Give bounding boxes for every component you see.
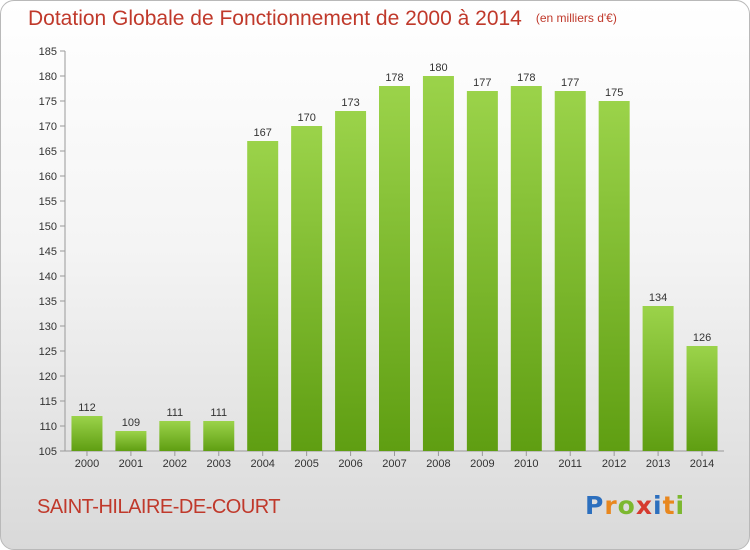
- bar: [335, 111, 367, 451]
- x-tick-label: 2002: [163, 458, 187, 470]
- data-label: 109: [122, 417, 140, 429]
- data-label: 126: [693, 332, 711, 344]
- data-label: 180: [429, 62, 447, 74]
- logo-letter: x: [635, 491, 653, 520]
- logo-letter: P: [585, 491, 605, 520]
- data-label: 178: [517, 72, 535, 84]
- y-tick-label: 160: [39, 171, 57, 183]
- chart-unit-label: (en milliers d'€): [535, 11, 617, 25]
- y-tick-label: 135: [39, 296, 57, 308]
- bar: [466, 91, 498, 451]
- x-tick-label: 2001: [119, 458, 143, 470]
- x-tick-label: 2012: [602, 458, 626, 470]
- logo-letter: i: [675, 491, 686, 520]
- y-tick-label: 115: [39, 396, 57, 408]
- data-label: 178: [385, 72, 403, 84]
- y-tick-label: 140: [39, 271, 57, 283]
- bar: [159, 421, 191, 451]
- x-tick-label: 2005: [294, 458, 318, 470]
- commune-name: SAINT-HILAIRE-DE-COURT: [37, 496, 281, 518]
- y-tick-label: 130: [39, 321, 57, 333]
- x-tick-label: 2004: [250, 458, 274, 470]
- y-tick-label: 145: [39, 246, 57, 258]
- bar: [598, 101, 630, 451]
- y-tick-label: 110: [39, 421, 57, 433]
- bar: [203, 421, 235, 451]
- x-tick-label: 2011: [558, 458, 582, 470]
- logo-letter: i: [653, 491, 663, 520]
- x-tick-label: 2000: [75, 458, 99, 470]
- data-label: 170: [297, 112, 315, 124]
- y-tick-label: 150: [39, 221, 57, 233]
- data-label: 111: [166, 407, 183, 419]
- bar: [379, 86, 410, 451]
- bar: [291, 126, 323, 451]
- y-tick-label: 120: [39, 371, 57, 383]
- chart-title-text: Dotation Globale de Fonctionnement de 20…: [28, 7, 522, 30]
- data-label: 177: [473, 77, 491, 89]
- bar: [554, 91, 586, 451]
- bar: [247, 141, 279, 451]
- y-tick-label: 165: [39, 146, 57, 158]
- bar: [115, 431, 147, 451]
- x-tick-label: 2013: [646, 458, 670, 470]
- logo-letter: r: [604, 491, 618, 520]
- data-label: 134: [649, 292, 667, 304]
- bar: [686, 346, 718, 451]
- y-tick-label: 175: [39, 96, 57, 108]
- x-tick-label: 2003: [207, 458, 231, 470]
- x-tick-label: 2009: [470, 458, 494, 470]
- x-tick-label: 2008: [426, 458, 450, 470]
- y-tick-label: 180: [39, 71, 57, 83]
- bar: [71, 416, 103, 451]
- bars: [71, 76, 718, 451]
- chart-title: Dotation Globale de Fonctionnement de 20…: [28, 7, 617, 31]
- data-label: 173: [341, 97, 359, 109]
- y-tick-label: 105: [39, 446, 57, 458]
- x-tick-label: 2007: [382, 458, 406, 470]
- data-labels: 112 109 111 111 167 170 173 178 180 177 178 177 175 1…: [78, 62, 711, 429]
- data-label: 111: [210, 407, 227, 419]
- bar: [510, 86, 542, 451]
- proxiti-logo[interactable]: Proxiti: [585, 491, 685, 520]
- bar: [642, 306, 674, 451]
- data-label: 167: [254, 127, 272, 139]
- x-tick-label: 2010: [514, 458, 538, 470]
- x-tick-label: 2006: [338, 458, 362, 470]
- y-tick-label: 185: [39, 46, 57, 58]
- logo-letter: o: [617, 491, 636, 520]
- x-tick-label: 2014: [690, 458, 714, 470]
- logo-letter: t: [662, 491, 676, 520]
- y-tick-label: 125: [39, 346, 57, 358]
- y-tick-label: 155: [39, 196, 57, 208]
- y-tick-label: 170: [39, 121, 57, 133]
- data-label: 112: [78, 402, 96, 414]
- data-label: 177: [561, 77, 579, 89]
- bar: [422, 76, 454, 451]
- data-label: 175: [605, 87, 623, 99]
